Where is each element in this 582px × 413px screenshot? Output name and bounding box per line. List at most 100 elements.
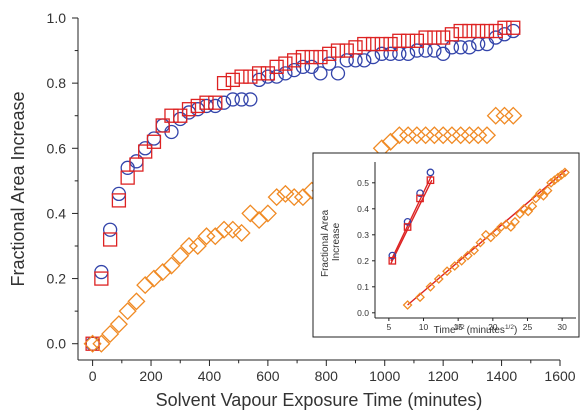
diamond-point	[118, 302, 137, 321]
main-plot-marks	[83, 20, 523, 353]
diamond-point	[101, 324, 120, 343]
diamond-point	[425, 126, 444, 145]
inset-diamond-point	[527, 201, 538, 212]
circle-point	[216, 95, 232, 110]
square-point	[190, 98, 205, 114]
square-point	[304, 49, 319, 65]
diamond-point	[451, 126, 470, 145]
main-plot-axes: 0 200 400 600 800 1000 1200 1400 1600 0.0 0.2 0.4 0.…	[47, 10, 576, 384]
square-point	[120, 170, 135, 185]
diamond-point	[267, 188, 286, 207]
inset-y-axis-title-line-1: Fractional Area	[320, 209, 331, 277]
inset-diamond-point	[433, 274, 444, 284]
circle-point	[427, 43, 442, 58]
inset-square-point	[388, 256, 397, 265]
square-point	[94, 271, 109, 286]
inset-x-axis-title-unit-exponent: 1/2	[505, 324, 514, 331]
circle-point	[225, 92, 240, 107]
inset-x-tick-label: 15	[453, 322, 463, 332]
diamond-point	[241, 204, 260, 223]
square-point	[287, 53, 302, 68]
inset-diamond-point	[553, 172, 563, 183]
square-point	[243, 69, 258, 84]
circle-point	[357, 53, 372, 68]
circle-point	[339, 53, 354, 68]
circle-point	[409, 43, 425, 58]
inset-y-tick-label: 0.0	[357, 308, 369, 318]
diamond-point	[399, 126, 418, 145]
square-point	[357, 36, 372, 52]
circle-point	[155, 118, 170, 133]
diamond-point	[83, 334, 102, 353]
diamond-point	[153, 263, 172, 282]
inset-frame	[312, 152, 580, 338]
square-point	[199, 95, 214, 110]
inset-y-tick-label: 0.3	[357, 230, 369, 240]
inset-diamond-point	[469, 245, 480, 256]
inset-diamond-point	[505, 222, 516, 232]
x-tick-label: 1200	[428, 368, 459, 384]
square-point	[330, 43, 346, 58]
diamond-point	[434, 126, 453, 145]
inset-diamond-point	[514, 209, 525, 219]
x-tick-label: 600	[256, 368, 280, 384]
diamond-point	[504, 106, 523, 125]
square-point	[216, 75, 232, 91]
square-point	[85, 336, 100, 351]
diamond-point	[127, 292, 146, 311]
inset-y-axis-title-line-2: Increase	[331, 222, 342, 261]
x-axis-title: Solvent Vapour Exposure Time (minutes)	[156, 390, 483, 410]
inset-plot-marks	[388, 167, 570, 310]
diamond-point	[144, 269, 163, 288]
square-point	[225, 72, 240, 88]
square-point	[462, 23, 477, 39]
circle-point	[304, 59, 319, 75]
circle-point	[234, 92, 249, 107]
inset-circle-series	[388, 168, 435, 260]
diamond-point	[276, 184, 295, 203]
square-point	[427, 30, 442, 45]
square-point	[479, 23, 495, 39]
inset-diamond-point	[449, 261, 460, 271]
inset-square-series	[388, 176, 435, 265]
inset-y-tick-label: 0.5	[357, 178, 369, 188]
square-point	[392, 33, 407, 48]
diamond-point	[171, 246, 190, 265]
diamond-point	[250, 210, 269, 229]
circle-point	[436, 46, 451, 61]
circle-point	[453, 40, 468, 55]
circle-point	[365, 49, 381, 65]
inset-diamond-point	[559, 167, 570, 178]
square-point	[322, 46, 337, 61]
diamond-point	[495, 106, 514, 125]
circle-point	[146, 131, 162, 146]
inset-diamond-point	[538, 190, 549, 201]
inset-x-tick-label: 5	[386, 322, 391, 332]
square-point	[278, 56, 293, 71]
diamond-point	[293, 188, 312, 207]
y-tick-label: 0.0	[47, 336, 67, 352]
diamond-point	[162, 256, 181, 275]
inset-diamond-point	[462, 250, 473, 261]
inset-diamond-series	[402, 167, 570, 310]
inset-diamond-point	[523, 206, 534, 217]
y-tick-label: 1.0	[47, 10, 67, 26]
inset-diamond-point	[510, 216, 520, 227]
diamond-point	[188, 236, 207, 256]
circle-point	[269, 69, 284, 84]
square-point	[129, 157, 144, 172]
inset-diamond-point	[485, 232, 496, 243]
inset-diamond-point	[530, 193, 541, 204]
diamond-point	[92, 334, 111, 353]
y-tick-label: 0.8	[47, 75, 67, 91]
inset-x-axis-title-exponent: 1/2	[456, 324, 465, 331]
circle-point	[383, 46, 398, 61]
diamond-point	[232, 223, 251, 243]
inset-x-tick-label: 20	[488, 322, 498, 332]
inset-diamond-point	[546, 177, 556, 188]
inset-circle-point	[388, 251, 397, 260]
circle-point	[374, 46, 389, 61]
square-point	[313, 49, 328, 65]
